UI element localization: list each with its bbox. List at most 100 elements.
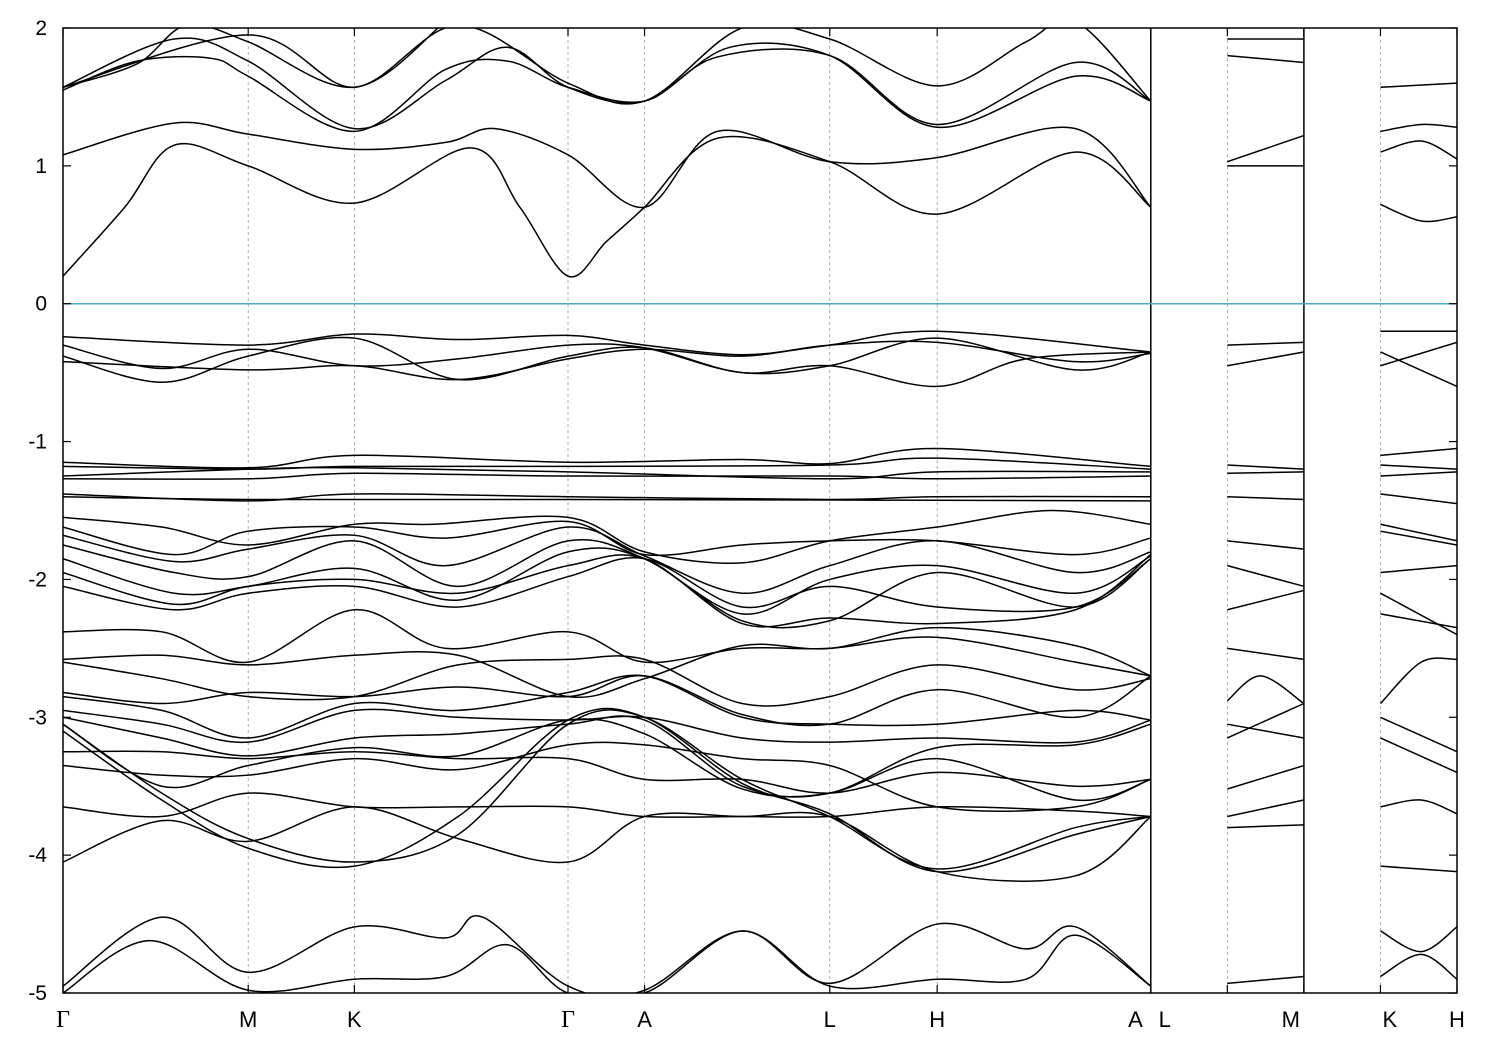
- band-line: [63, 28, 439, 89]
- band-line: [63, 718, 1152, 802]
- band-line: [1227, 647, 1304, 661]
- band-line: [1380, 351, 1457, 388]
- band-line: [1380, 523, 1457, 542]
- band-line: [63, 914, 1152, 993]
- x-tick-label: K: [1382, 1007, 1397, 1032]
- band-line: [1380, 341, 1457, 367]
- band-line: [1227, 540, 1304, 550]
- x-tick-label: M: [239, 1007, 257, 1032]
- band-line: [63, 493, 1151, 502]
- band-line: [63, 750, 1151, 794]
- band-line: [1380, 737, 1457, 774]
- band-line: [1227, 824, 1304, 829]
- band-line: [63, 526, 1152, 594]
- band-line: [63, 337, 1151, 375]
- band-line: [63, 741, 1152, 812]
- band-line: [63, 674, 1151, 739]
- grid-lines: [247, 28, 1381, 993]
- band-line: [1380, 471, 1457, 477]
- band-line: [63, 495, 1151, 502]
- x-tick-label: K: [347, 1007, 362, 1032]
- band-line: [1380, 592, 1457, 636]
- band-line: [1380, 865, 1457, 873]
- band-line: [1380, 203, 1457, 223]
- x-tick-label: L: [1159, 1007, 1171, 1032]
- band-line: [1227, 564, 1305, 588]
- band-line: [1227, 764, 1305, 790]
- band-line: [1380, 464, 1457, 470]
- x-tick-label: L: [824, 1007, 836, 1032]
- band-line: [63, 447, 1151, 469]
- x-tick-label: M: [1282, 1007, 1300, 1032]
- y-tick-label: -5: [28, 982, 47, 1005]
- y-tick-label: -4: [28, 844, 47, 867]
- band-line: [63, 609, 1151, 677]
- band-line: [1380, 493, 1457, 505]
- band-line: [1227, 723, 1305, 739]
- y-tick-label: 1: [35, 155, 47, 178]
- band-line: [63, 509, 1151, 564]
- band-line: [63, 709, 1151, 870]
- band-line: [1227, 351, 1305, 367]
- band-line: [63, 707, 1151, 873]
- band-line: [63, 466, 1151, 480]
- band-line: [63, 48, 1152, 133]
- band-line: [1227, 589, 1305, 611]
- band-line: [1227, 54, 1304, 64]
- band-line: [1380, 530, 1457, 546]
- y-tick-label: -3: [28, 706, 47, 729]
- band-line: [63, 626, 1152, 699]
- band-line: [63, 340, 1151, 381]
- band-line: [63, 655, 1151, 707]
- band-line: [63, 792, 1151, 819]
- band-line: [1227, 495, 1304, 501]
- band-line: [1380, 953, 1457, 980]
- band-line: [1379, 657, 1457, 705]
- band-line: [1380, 564, 1457, 574]
- band-line: [1380, 140, 1457, 160]
- band-line: [63, 336, 1151, 388]
- plot-frame: [62, 27, 1458, 994]
- x-tick-label: H: [929, 1007, 945, 1032]
- y-axis-ticks: 2 1 0 -1 -2 -3 -4 -5: [28, 17, 1457, 1005]
- band-line: [1227, 341, 1304, 346]
- x-tick-label: A: [637, 1007, 652, 1032]
- band-line: [1380, 716, 1457, 753]
- band-line: [63, 674, 1152, 727]
- band-line: [1380, 82, 1457, 89]
- band-line: [63, 806, 1152, 882]
- y-tick-label: 2: [35, 17, 47, 40]
- band-line: [63, 330, 1151, 356]
- y-tick-label: 0: [35, 293, 47, 316]
- band-line: [63, 557, 1152, 613]
- x-tick-label: Γ: [561, 1007, 575, 1033]
- band-line: [1227, 799, 1305, 818]
- band-line: [63, 28, 1152, 105]
- band-line: [1380, 447, 1457, 457]
- band-line: [1227, 471, 1304, 475]
- band-line: [63, 135, 1152, 278]
- band-line: [1226, 675, 1305, 705]
- band-line: [63, 37, 1152, 130]
- band-line: [63, 121, 1152, 208]
- y-tick-label: -1: [28, 431, 47, 454]
- band-line: [1227, 975, 1304, 985]
- band-line: [63, 539, 1152, 615]
- band-line: [63, 472, 1151, 480]
- band-lines: [63, 28, 1457, 993]
- x-tick-label: A: [1128, 1007, 1143, 1032]
- band-line: [1380, 123, 1457, 133]
- x-tick-label: H: [1449, 1007, 1465, 1032]
- band-line: [1227, 702, 1305, 739]
- band-line: [1227, 464, 1304, 470]
- x-tick-label: Γ: [56, 1007, 70, 1033]
- y-tick-label: -2: [28, 568, 47, 591]
- band-line: [1380, 799, 1457, 815]
- band-line: [1227, 134, 1305, 163]
- band-line: [1380, 926, 1457, 953]
- band-line: [1380, 613, 1457, 629]
- band-line: [63, 715, 1151, 798]
